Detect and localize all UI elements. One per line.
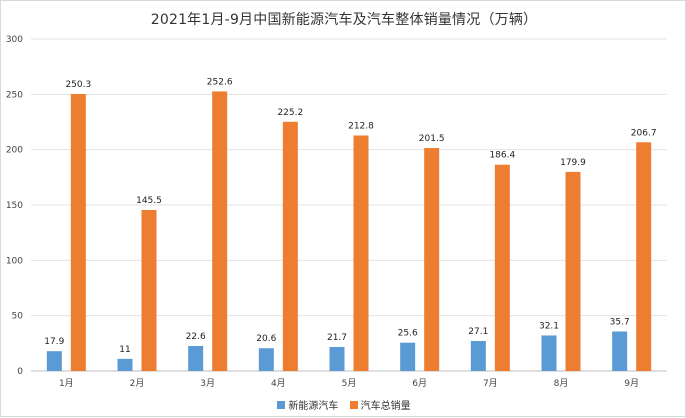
y-tick-label: 300 <box>6 35 23 45</box>
gridlines <box>31 38 667 372</box>
bar-new-energy <box>400 342 416 371</box>
legend-item-total: 汽车总销量 <box>349 397 411 412</box>
data-label-new-energy: 11 <box>119 345 130 355</box>
x-tick-label: 2月 <box>130 378 145 389</box>
data-label-new-energy: 32.1 <box>539 321 559 331</box>
chart-title: 2021年1月-9月中国新能源汽车及汽车整体销量情况（万辆） <box>150 12 538 28</box>
legend-item-new-energy: 新能源汽车 <box>277 397 338 412</box>
bar-total-sales <box>565 171 581 371</box>
y-tick-label: 150 <box>6 201 23 211</box>
data-label-total-sales: 179.9 <box>560 158 586 168</box>
y-tick-label: 50 <box>12 312 24 322</box>
legend-label-new-energy: 新能源汽车 <box>288 401 339 412</box>
data-label-total-sales: 201.5 <box>419 134 445 144</box>
data-label-total-sales: 212.8 <box>348 122 374 132</box>
bar-total-sales <box>141 209 157 371</box>
y-tick-label: 100 <box>6 256 23 266</box>
y-tick-label: 250 <box>6 90 23 100</box>
bar-total-sales <box>353 135 369 371</box>
x-tick-label: 9月 <box>624 378 639 389</box>
x-tick-label: 7月 <box>483 378 498 389</box>
x-tick-label: 1月 <box>59 378 74 389</box>
bars <box>46 91 652 372</box>
y-tick-label: 200 <box>6 146 23 156</box>
legend-label-total: 汽车总销量 <box>360 401 411 412</box>
data-labels: 17.9 250.3 11 145.5 22.6 252.6 20.6 225.2 21.7 21… <box>44 77 656 354</box>
bar-total-sales <box>424 148 440 371</box>
legend-swatch-total <box>349 400 358 409</box>
bar-new-energy <box>258 348 274 371</box>
bar-new-energy <box>541 335 557 371</box>
bar-new-energy <box>329 346 345 371</box>
x-tick-label: 8月 <box>554 378 569 389</box>
y-tick-label: 0 <box>17 367 23 377</box>
data-label-total-sales: 145.5 <box>136 196 162 206</box>
data-label-new-energy: 20.6 <box>256 334 276 344</box>
data-label-total-sales: 252.6 <box>207 77 233 87</box>
x-tick-label: 4月 <box>271 378 286 389</box>
data-label-total-sales: 250.3 <box>65 80 91 90</box>
bar-new-energy <box>188 345 204 371</box>
data-label-new-energy: 21.7 <box>327 333 347 343</box>
bar-total-sales <box>70 94 86 371</box>
axes: 0 50 100 150 200 250 300 1月 2月 3月 4月 5月 6月 7月 8月 9月 <box>6 35 639 389</box>
data-label-new-energy: 22.6 <box>186 332 206 342</box>
x-tick-label: 3月 <box>200 378 215 389</box>
bar-total-sales <box>636 142 652 371</box>
data-label-new-energy: 17.9 <box>44 337 64 347</box>
data-label-new-energy: 35.7 <box>610 317 630 327</box>
data-label-total-sales: 206.7 <box>631 128 657 138</box>
bar-new-energy <box>470 341 486 371</box>
bar-new-energy <box>46 351 62 371</box>
bar-total-sales <box>494 164 510 371</box>
legend-swatch-new-energy <box>277 400 286 409</box>
data-label-new-energy: 27.1 <box>468 327 488 337</box>
x-tick-label: 6月 <box>412 378 427 389</box>
data-label-total-sales: 225.2 <box>277 108 303 118</box>
bar-new-energy <box>117 358 133 371</box>
x-tick-label: 5月 <box>342 378 357 389</box>
legend: 新能源汽车 汽车总销量 <box>1 397 686 412</box>
data-label-new-energy: 25.6 <box>398 329 418 339</box>
data-label-total-sales: 186.4 <box>489 151 515 161</box>
bar-total-sales <box>282 121 298 372</box>
bar-total-sales <box>212 91 228 372</box>
bar-new-energy <box>612 331 628 371</box>
